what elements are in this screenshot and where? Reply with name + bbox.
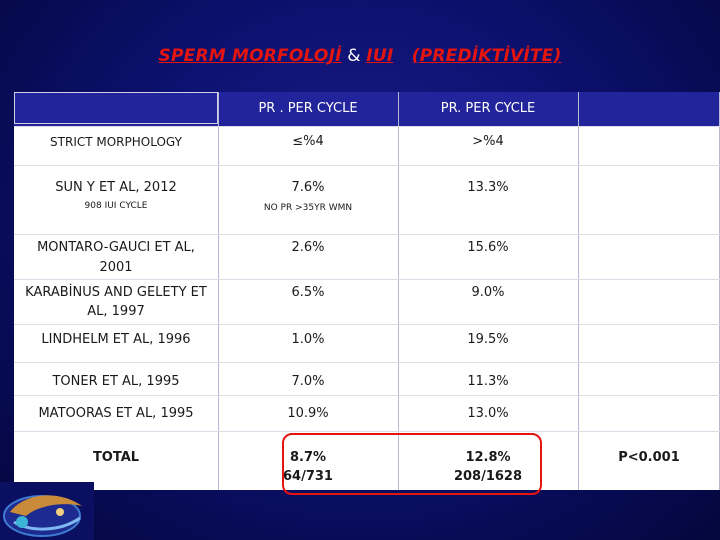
row-label-total: TOTAL — [92, 450, 140, 465]
header-pr-per-cycle-1: PR . PER CYCLE — [258, 101, 358, 116]
row-value-col2: 19.5% — [467, 332, 509, 347]
title-part2: IUI — [366, 46, 394, 66]
row-divider — [14, 324, 720, 325]
row-value-col2: 9.0% — [471, 285, 505, 300]
row-value-col1-sub: NO PR >35YR WMN — [263, 203, 353, 213]
row-divider — [14, 431, 720, 432]
row-label-line1: MONTARO-GAUCI ET AL, — [37, 240, 195, 255]
row-value-col1: 6.5% — [291, 285, 325, 300]
row-divider — [14, 165, 720, 166]
row-label-line2: 2001 — [99, 260, 133, 275]
column-divider — [398, 92, 399, 490]
total-highlight-box — [282, 433, 542, 495]
column-divider — [578, 92, 579, 490]
row-value-col1: 10.9% — [287, 406, 329, 421]
title-part3: (PREDİKTİVİTE) — [411, 46, 562, 66]
row-divider — [14, 126, 720, 127]
row-label-line1: KARABİNUS AND GELETY ET — [25, 285, 207, 300]
row-label: LINDHELM ET AL, 1996 — [41, 332, 191, 347]
total-ratio-col1: 64/731 — [283, 469, 333, 484]
header-blank-cell — [14, 92, 218, 124]
row-divider — [14, 279, 720, 280]
slide-title: SPERM MORFOLOJİ & IUI (PREDİKTİVİTE) — [0, 46, 720, 66]
table-header-row: PR . PER CYCLE PR. PER CYCLE — [14, 92, 720, 126]
title-gap — [393, 46, 411, 66]
row-label: MATOORAS ET AL, 1995 — [38, 406, 194, 421]
title-part1: SPERM MORFOLOJİ — [158, 46, 342, 66]
results-table: PR . PER CYCLE PR. PER CYCLE STRICT MORP… — [14, 92, 720, 495]
medical-logo-icon — [0, 482, 94, 540]
row-label: STRICT MORPHOLOGY — [50, 135, 182, 149]
row-divider — [14, 362, 720, 363]
total-value-col2: 12.8% — [465, 450, 511, 465]
header-pr-per-cycle-2: PR. PER CYCLE — [440, 101, 536, 116]
row-divider — [14, 395, 720, 396]
row-value-col2: 13.3% — [467, 180, 509, 195]
row-divider — [14, 234, 720, 235]
row-label: SUN Y ET AL, 2012 — [55, 180, 177, 195]
row-value-col1: ≤%4 — [292, 134, 324, 149]
row-value-col2: 11.3% — [467, 374, 509, 389]
row-label-sub: 908 IUI CYCLE — [84, 201, 148, 211]
row-value-col2: >%4 — [472, 134, 504, 149]
p-value: P<0.001 — [618, 450, 680, 465]
row-label-line2: AL, 1997 — [87, 304, 145, 319]
total-value-col1: 8.7% — [289, 450, 327, 465]
row-value-col1: 7.0% — [291, 374, 325, 389]
row-value-col1: 1.0% — [291, 332, 325, 347]
row-value-col1: 7.6% — [291, 180, 325, 195]
row-value-col1: 2.6% — [291, 240, 325, 255]
total-ratio-col2: 208/1628 — [453, 469, 523, 484]
row-label: TONER ET AL, 1995 — [52, 374, 180, 389]
column-divider — [218, 92, 219, 490]
row-value-col2: 13.0% — [467, 406, 509, 421]
row-value-col2: 15.6% — [467, 240, 509, 255]
title-ampersand: & — [341, 46, 367, 66]
